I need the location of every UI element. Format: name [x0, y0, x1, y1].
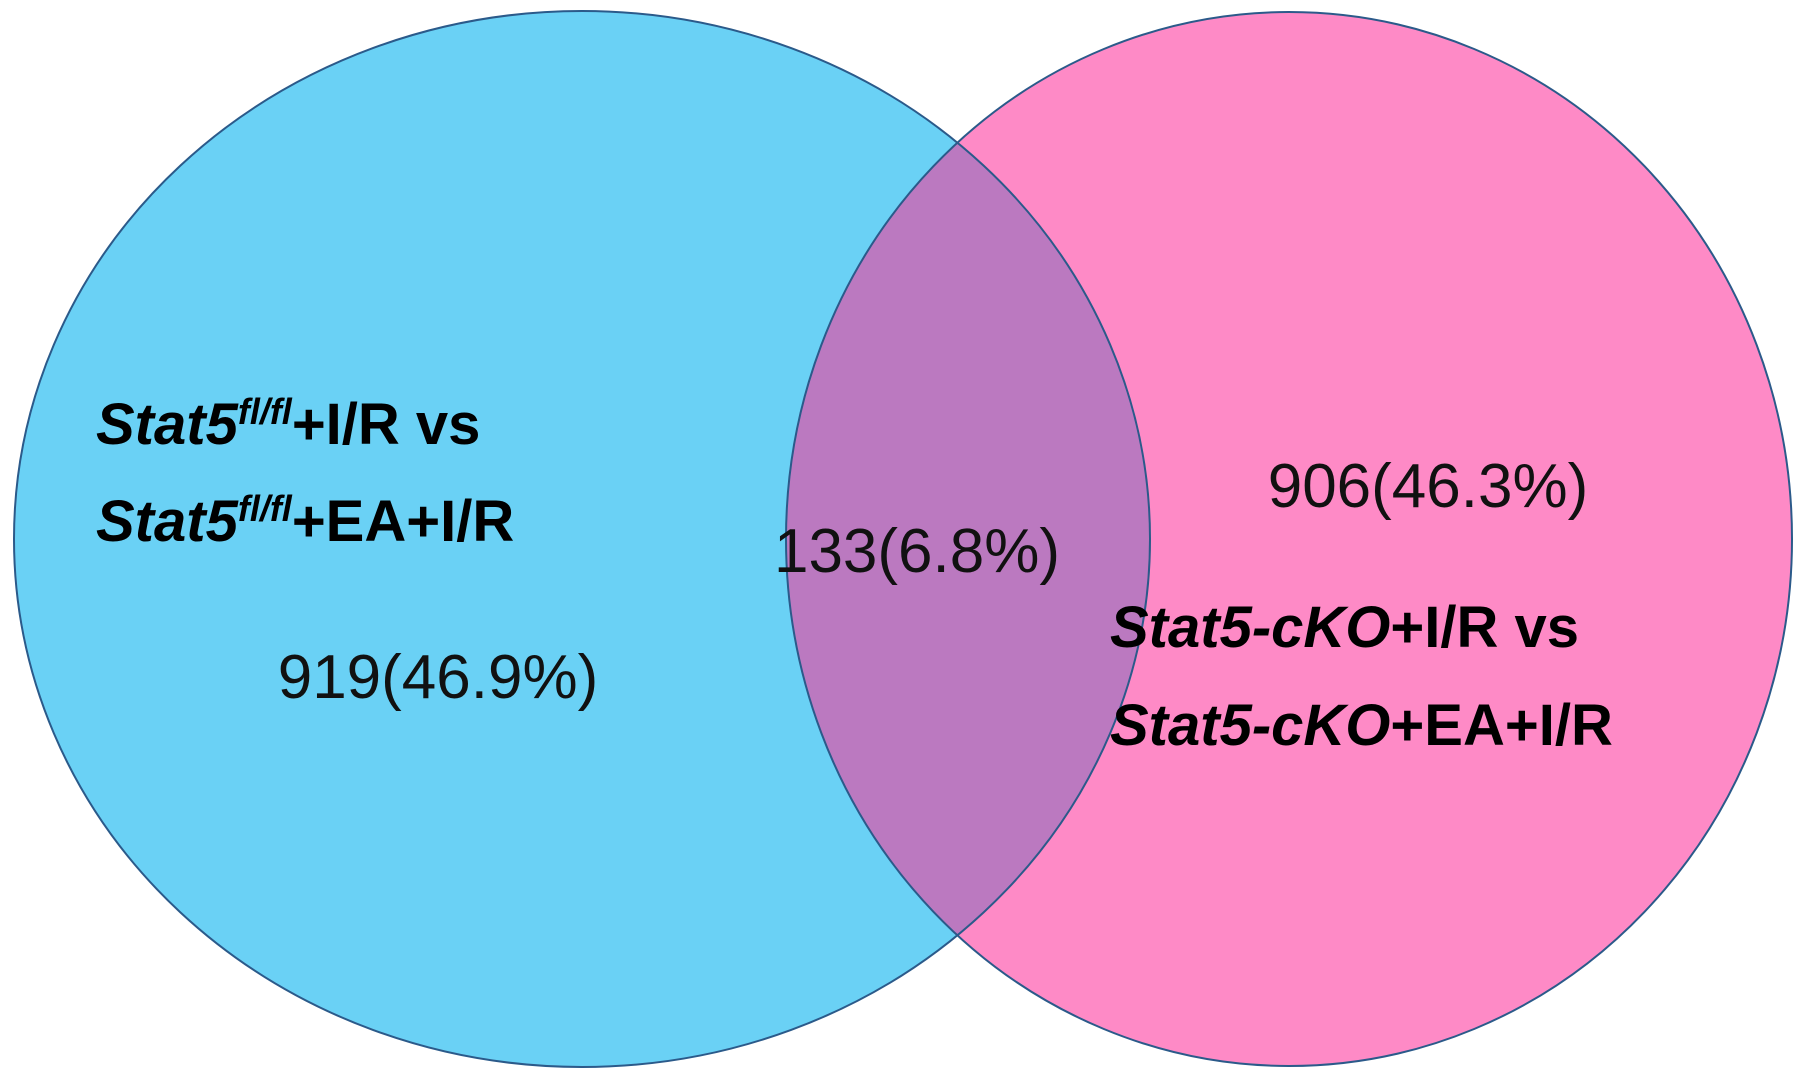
right-set-label-line2: Stat5-cKO+EA+I/R — [1110, 693, 1613, 758]
left-set-label-line1: Stat5fl/fl+I/R vs — [96, 391, 480, 457]
left-set-label-line2: Stat5fl/fl+EA+I/R — [96, 488, 514, 554]
intersection-count: 133(6.8%) — [774, 517, 1060, 586]
set-circle-right-outline — [785, 11, 1793, 1067]
right-set-label-line1: Stat5-cKO+I/R vs — [1110, 595, 1579, 660]
right-only-count: 906(46.3%) — [1268, 452, 1589, 521]
intersection-region — [786, 12, 1150, 1066]
left-only-count: 919(46.9%) — [278, 643, 599, 712]
set-circle-left-outline — [13, 10, 1151, 1068]
